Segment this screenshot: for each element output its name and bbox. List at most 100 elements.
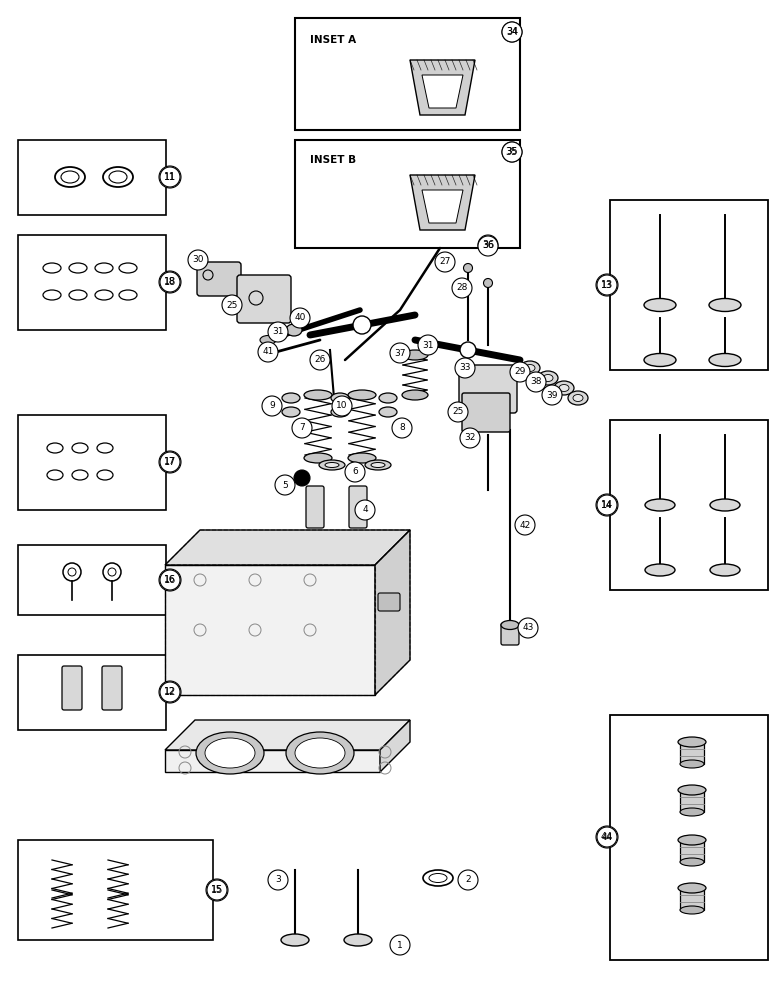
Circle shape (478, 236, 498, 256)
Text: 34: 34 (506, 27, 518, 37)
Text: 8: 8 (399, 424, 405, 432)
Ellipse shape (543, 374, 553, 381)
Ellipse shape (421, 342, 435, 354)
Text: 44: 44 (601, 832, 613, 842)
Text: 40: 40 (294, 314, 306, 322)
Circle shape (455, 358, 475, 378)
Text: 5: 5 (282, 481, 288, 489)
Circle shape (294, 470, 310, 486)
Bar (680, 742, 704, 764)
FancyBboxPatch shape (237, 275, 291, 323)
Ellipse shape (348, 390, 376, 400)
Ellipse shape (282, 407, 300, 417)
Circle shape (160, 682, 180, 702)
Ellipse shape (644, 298, 676, 312)
Text: 3: 3 (275, 876, 281, 884)
Text: 11: 11 (164, 172, 176, 182)
Circle shape (518, 618, 538, 638)
Circle shape (160, 167, 180, 187)
Text: 36: 36 (482, 240, 494, 250)
Circle shape (159, 569, 181, 591)
Text: 17: 17 (164, 458, 176, 466)
Circle shape (510, 362, 530, 382)
Circle shape (596, 494, 618, 516)
Ellipse shape (678, 785, 706, 795)
FancyBboxPatch shape (102, 666, 122, 710)
Ellipse shape (678, 737, 706, 747)
Text: 18: 18 (164, 277, 176, 286)
Ellipse shape (573, 394, 583, 401)
Text: 14: 14 (601, 500, 613, 510)
Circle shape (392, 418, 412, 438)
Circle shape (390, 935, 410, 955)
Text: 29: 29 (514, 367, 526, 376)
Ellipse shape (196, 732, 264, 774)
Ellipse shape (463, 263, 472, 272)
Ellipse shape (501, 620, 519, 630)
Text: 15: 15 (212, 886, 223, 894)
Polygon shape (422, 75, 463, 108)
Circle shape (390, 343, 410, 363)
FancyBboxPatch shape (459, 365, 517, 413)
Ellipse shape (379, 393, 397, 403)
Ellipse shape (304, 453, 332, 463)
Circle shape (478, 235, 498, 255)
Text: 42: 42 (520, 520, 530, 530)
Polygon shape (422, 190, 463, 223)
Ellipse shape (402, 350, 428, 360)
Text: 16: 16 (164, 576, 176, 584)
Ellipse shape (644, 354, 676, 366)
Ellipse shape (645, 499, 675, 511)
Ellipse shape (680, 760, 704, 768)
Circle shape (452, 278, 472, 298)
Circle shape (292, 418, 312, 438)
Ellipse shape (260, 336, 276, 344)
Circle shape (526, 372, 546, 392)
Circle shape (290, 308, 310, 328)
Text: 31: 31 (273, 328, 284, 336)
Circle shape (268, 322, 288, 342)
FancyBboxPatch shape (197, 262, 241, 296)
Ellipse shape (281, 934, 309, 946)
Text: 16: 16 (164, 575, 176, 585)
FancyBboxPatch shape (349, 486, 367, 528)
Ellipse shape (525, 364, 535, 371)
Text: 25: 25 (226, 300, 238, 310)
Bar (610, 420, 768, 590)
Circle shape (596, 274, 618, 296)
Circle shape (160, 452, 180, 472)
Circle shape (597, 275, 617, 295)
Text: 43: 43 (523, 624, 533, 633)
Circle shape (159, 451, 181, 473)
Text: 12: 12 (164, 688, 176, 696)
Circle shape (222, 295, 242, 315)
Circle shape (515, 515, 535, 535)
Text: 12: 12 (164, 687, 176, 697)
Ellipse shape (559, 384, 569, 391)
Bar (680, 888, 704, 910)
Polygon shape (165, 720, 410, 750)
Circle shape (258, 342, 278, 362)
Bar (18, 235, 166, 330)
Circle shape (345, 462, 365, 482)
Text: 13: 13 (601, 280, 613, 290)
Text: 44: 44 (601, 832, 613, 842)
Circle shape (159, 166, 181, 188)
Circle shape (502, 142, 522, 162)
Polygon shape (165, 530, 410, 565)
Ellipse shape (331, 393, 349, 403)
Text: 38: 38 (530, 377, 542, 386)
Text: 37: 37 (394, 349, 406, 358)
Text: 9: 9 (269, 401, 275, 410)
FancyBboxPatch shape (462, 393, 510, 432)
Polygon shape (410, 60, 475, 115)
Text: 14: 14 (601, 500, 613, 510)
Text: 11: 11 (164, 172, 176, 182)
Ellipse shape (709, 354, 741, 366)
Text: 28: 28 (456, 284, 468, 292)
Bar (610, 200, 768, 370)
Circle shape (418, 335, 438, 355)
Text: 10: 10 (337, 401, 347, 410)
Text: 25: 25 (452, 408, 464, 416)
Text: 17: 17 (164, 457, 176, 467)
